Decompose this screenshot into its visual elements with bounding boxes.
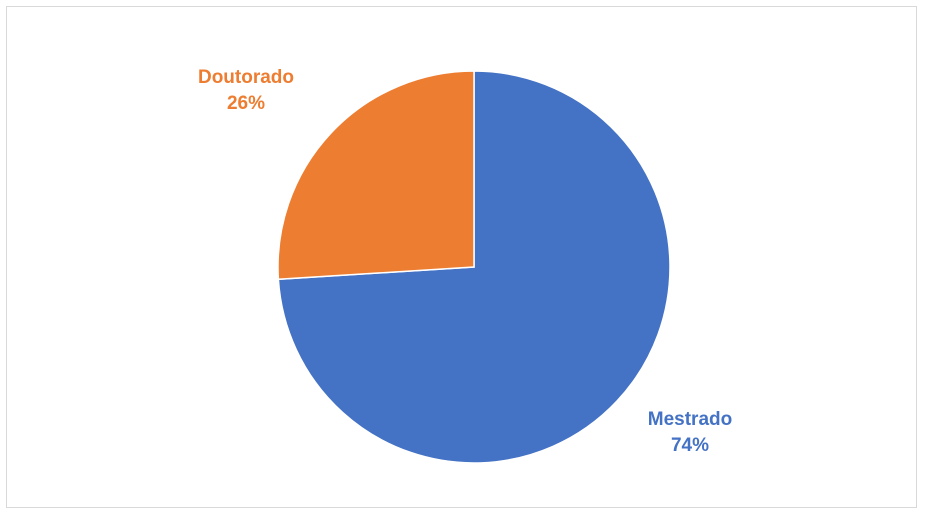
pie-slice-doutorado bbox=[277, 70, 475, 281]
pie-slices bbox=[277, 70, 671, 464]
pie-chart bbox=[277, 70, 671, 464]
chart-area: Mestrado 74% Doutorado 26% bbox=[6, 6, 917, 508]
slice-label-doutorado: Doutorado 26% bbox=[181, 65, 311, 117]
slice-label-mestrado: Mestrado 74% bbox=[625, 407, 755, 459]
slice-label-mestrado-name: Mestrado bbox=[647, 409, 733, 430]
slice-label-doutorado-percent: 26% bbox=[226, 93, 266, 114]
slice-label-doutorado-name: Doutorado bbox=[197, 67, 295, 88]
slice-label-mestrado-percent: 74% bbox=[670, 435, 710, 456]
